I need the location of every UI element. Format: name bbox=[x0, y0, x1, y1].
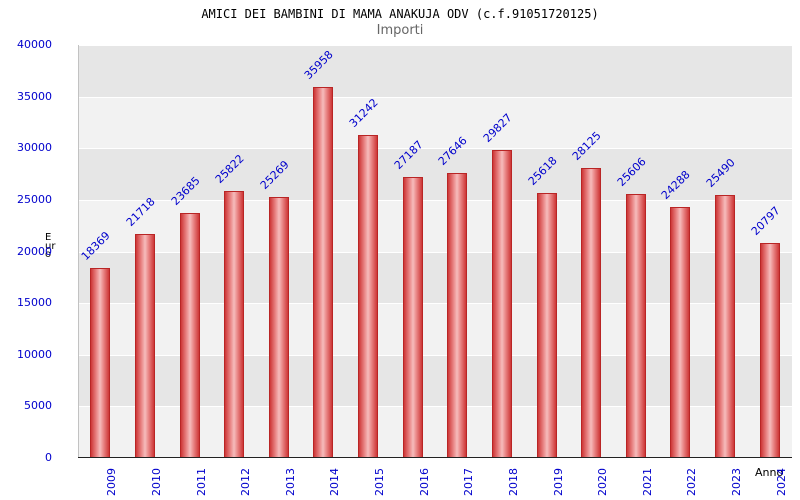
bar bbox=[134, 234, 155, 458]
x-tick-label: 2009 bbox=[105, 468, 119, 496]
x-tick-label: 2014 bbox=[328, 468, 342, 496]
x-tick-label: 2019 bbox=[551, 468, 565, 496]
chart-title: AMICI DEI BAMBINI DI MAMA ANAKUJA ODV (c… bbox=[201, 7, 599, 21]
y-tick-label: 35000 bbox=[17, 89, 52, 103]
y-tick-label: 15000 bbox=[17, 296, 52, 310]
x-axis-title: Anno bbox=[755, 466, 784, 479]
gridline bbox=[78, 406, 792, 408]
x-tick-label: 2012 bbox=[239, 468, 253, 496]
bar bbox=[715, 195, 736, 458]
y-tick-label: 40000 bbox=[17, 38, 52, 51]
bar bbox=[447, 173, 468, 458]
gridline bbox=[78, 148, 792, 150]
gridline bbox=[78, 96, 792, 98]
gridline bbox=[78, 303, 792, 305]
y-tick-label: 10000 bbox=[17, 347, 52, 361]
y-tick-label: 20000 bbox=[17, 244, 52, 258]
bar bbox=[625, 194, 646, 458]
bar bbox=[491, 150, 512, 458]
gridline bbox=[78, 354, 792, 356]
y-tick-label: 0 bbox=[45, 451, 52, 464]
x-tick-label: 2023 bbox=[730, 468, 744, 496]
bar bbox=[759, 243, 780, 458]
bar bbox=[581, 168, 602, 458]
y-tick-label: 30000 bbox=[17, 141, 52, 155]
gridline bbox=[78, 199, 792, 201]
y-axis-line bbox=[78, 45, 79, 458]
x-axis-line bbox=[78, 457, 792, 458]
bar bbox=[179, 213, 200, 458]
plot-band bbox=[78, 96, 792, 149]
x-tick-label: 2015 bbox=[373, 468, 387, 496]
y-tick-label: 25000 bbox=[17, 192, 52, 206]
y-tick-label: 5000 bbox=[24, 399, 52, 413]
x-tick-label: 2016 bbox=[417, 468, 431, 496]
bar bbox=[536, 193, 557, 458]
bar bbox=[224, 191, 245, 458]
bar bbox=[313, 87, 334, 458]
bar bbox=[402, 177, 423, 458]
x-tick-label: 2022 bbox=[685, 468, 699, 496]
x-tick-label: 2024 bbox=[774, 468, 788, 496]
x-tick-label: 2018 bbox=[506, 468, 520, 496]
bar bbox=[670, 207, 691, 458]
x-tick-label: 2020 bbox=[596, 468, 610, 496]
x-tick-label: 2021 bbox=[640, 468, 654, 496]
x-tick-label: 2010 bbox=[149, 468, 163, 496]
y-axis-title: Euro bbox=[45, 232, 56, 260]
plot-band bbox=[78, 45, 792, 97]
bar bbox=[358, 135, 379, 458]
x-tick-label: 2011 bbox=[194, 468, 208, 496]
plot-band bbox=[78, 148, 792, 200]
gridline bbox=[78, 251, 792, 253]
x-tick-label: 2013 bbox=[283, 468, 297, 496]
bar bbox=[268, 197, 289, 458]
gridline bbox=[78, 45, 792, 46]
chart-subtitle: Importi bbox=[376, 23, 424, 38]
x-tick-label: 2017 bbox=[462, 468, 476, 496]
bar bbox=[90, 268, 111, 458]
plot-area bbox=[78, 45, 792, 458]
